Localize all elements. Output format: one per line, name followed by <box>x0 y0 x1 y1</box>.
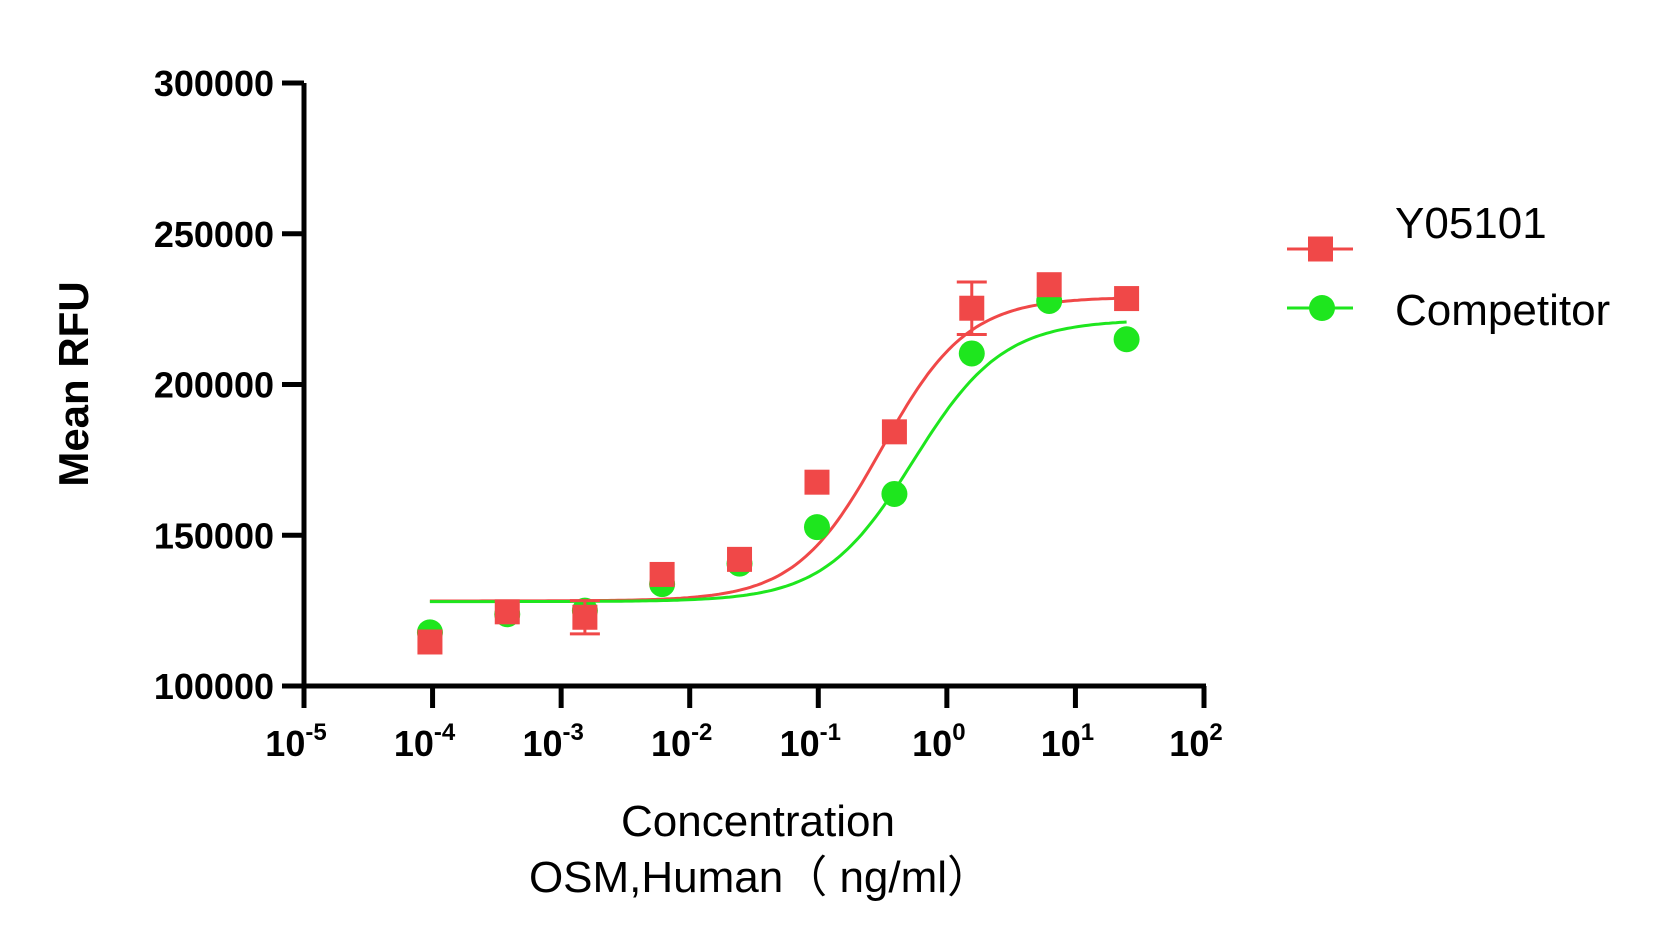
x-tick-label: 102 <box>1169 719 1222 764</box>
data-points <box>416 272 1140 655</box>
legend-circle-marker <box>1309 295 1335 321</box>
data-point-circle <box>958 340 985 367</box>
y-tick-label: 100000 <box>154 666 274 707</box>
x-tick-exponent: -5 <box>305 719 326 746</box>
axes <box>301 83 1206 689</box>
x-tick-base: 10 <box>1169 723 1209 764</box>
y-tick-label: 250000 <box>154 214 274 255</box>
x-axis-label: Concentration <box>621 797 895 846</box>
fit-curve-competitor <box>429 320 1127 604</box>
y-axis-ticks: 100000 150000 200000 250000 300000 <box>154 63 304 707</box>
y-tick-label: 150000 <box>154 515 274 556</box>
x-tick-exponent: -1 <box>820 719 841 746</box>
x-tick-label: 101 <box>1041 719 1094 764</box>
legend: Y05101 Competitor <box>1287 199 1610 335</box>
data-point-square <box>804 469 830 495</box>
data-point-square <box>417 629 443 655</box>
x-tick-base: 10 <box>522 723 562 764</box>
x-tick-label: 10-1 <box>780 719 841 764</box>
x-tick-base: 10 <box>651 723 691 764</box>
legend-item: Competitor <box>1287 286 1610 335</box>
legend-square-marker <box>1308 236 1333 262</box>
data-point-square <box>572 604 598 630</box>
x-tick-base: 10 <box>265 723 305 764</box>
data-point-circle <box>803 514 830 541</box>
x-tick-label: 100 <box>912 719 965 764</box>
x-axis-ticks: 10-5 10-4 10-3 10-2 10-1 100 101 102 <box>265 686 1223 764</box>
legend-label: Competitor <box>1395 286 1610 335</box>
y-axis-label: Mean RFU <box>50 281 97 486</box>
x-tick-label: 10-5 <box>265 719 326 764</box>
y-tick-label: 300000 <box>154 63 274 104</box>
legend-label: Y05101 <box>1395 199 1547 248</box>
x-tick-exponent: 1 <box>1081 719 1094 746</box>
data-point-square <box>1114 286 1140 312</box>
x-tick-label: 10-3 <box>522 719 583 764</box>
x-tick-exponent: 0 <box>952 719 965 746</box>
x-tick-base: 10 <box>394 723 434 764</box>
x-tick-base: 10 <box>1041 723 1081 764</box>
data-point-square <box>649 561 675 587</box>
x-tick-exponent: -2 <box>691 719 712 746</box>
x-tick-exponent: 2 <box>1209 719 1222 746</box>
legend-item: Y05101 <box>1287 199 1547 262</box>
x-tick-label: 10-4 <box>394 719 456 764</box>
data-point-square <box>494 599 520 625</box>
x-tick-exponent: -4 <box>434 719 456 746</box>
data-point-square <box>727 546 753 572</box>
x-axis-label-units: OSM,Human（ ng/ml） <box>529 853 991 902</box>
y-tick-label: 200000 <box>154 365 274 406</box>
data-point-square <box>1036 272 1062 298</box>
data-point-circle <box>881 480 908 507</box>
data-point-circle <box>1113 326 1140 353</box>
x-tick-label: 10-2 <box>651 719 712 764</box>
data-point-square <box>881 419 907 445</box>
x-tick-base: 10 <box>780 723 820 764</box>
fit-curves <box>429 296 1127 604</box>
x-tick-exponent: -3 <box>562 719 583 746</box>
data-point-square <box>959 295 985 321</box>
x-tick-base: 10 <box>912 723 952 764</box>
